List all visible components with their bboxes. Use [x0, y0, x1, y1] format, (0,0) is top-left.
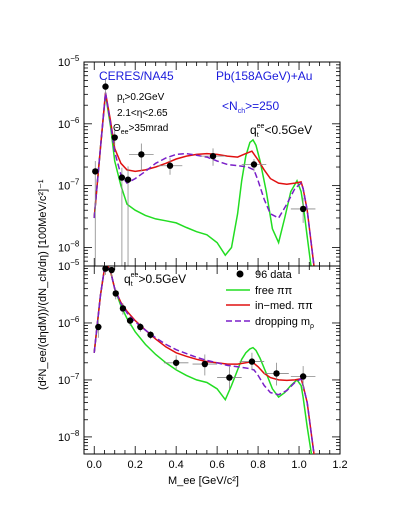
bottom-data-point	[126, 317, 134, 324]
bottom-plot-frame	[83, 265, 341, 455]
system-label: Pb(158AGeV)+Au	[216, 69, 312, 83]
top-data-point	[138, 151, 145, 158]
bottom-data-point	[119, 305, 127, 312]
bottom-ytick-label: 10−8	[58, 429, 80, 444]
experiment-label: CERES/NA45	[99, 69, 174, 83]
bottom-data-point	[172, 359, 180, 366]
bottom-panel: 10−5 10−6 10−7 10−8 0.0 0.2 0.4 0.6 0.8 1.0 1.2	[58, 258, 348, 471]
legend-drop-label: dropping mρ	[255, 316, 314, 330]
top-ytick-label: 10−5	[58, 54, 80, 69]
legend: 96 data free ππ in−med. ππ dropping mρ	[226, 269, 314, 330]
bottom-data-point	[102, 266, 109, 272]
y-axis-label: (d²N_ee/(dηdM))/(dN_ch/dη) [100MeV/c²]⁻¹	[37, 179, 49, 390]
top-ytick-label: 10−7	[58, 178, 80, 193]
top-curve-free	[93, 94, 312, 266]
legend-inmed-label: in−med. ππ	[255, 300, 313, 312]
top-curve-inmed	[93, 92, 315, 266]
top-qt-label: qtee<0.5GeV	[250, 123, 312, 139]
bottom-data-point	[201, 360, 209, 368]
top-data-point	[124, 176, 132, 183]
x-tick-label: 1.2	[332, 459, 347, 471]
pt-cut: pt>0.2GeV	[117, 92, 165, 105]
bottom-data-point	[299, 373, 307, 380]
x-axis-label: M_ee [GeV/c²]	[168, 475, 239, 487]
bottom-curve-free	[93, 266, 313, 454]
bottom-ytick-label: 10−7	[58, 372, 80, 387]
theta-cut: Θee>35mrad	[113, 123, 168, 136]
bottom-data-point	[147, 331, 154, 338]
x-tick-label: 1.0	[291, 459, 306, 471]
top-ytick-label: 10−6	[58, 116, 80, 131]
bottom-qt-label: qtee>0.5GeV	[124, 272, 186, 288]
bottom-data-point	[108, 266, 115, 274]
top-data-point	[102, 83, 109, 90]
nch-label: <Nch>=250	[222, 99, 279, 115]
top-data-point	[166, 162, 174, 169]
x-tick-label: 0.6	[209, 459, 224, 471]
top-data-point	[250, 161, 258, 168]
x-tick-label: 0.4	[169, 459, 184, 471]
bottom-data-point	[273, 370, 280, 377]
top-data-point	[111, 134, 118, 141]
bottom-data-point	[226, 374, 233, 381]
eta-cut: 2.1<η<2.65	[117, 108, 168, 119]
x-tick-label: 0.0	[87, 459, 102, 471]
top-data-point	[209, 152, 217, 160]
bottom-ytick-label: 10−5	[58, 258, 80, 273]
bottom-curve-drop	[93, 266, 315, 454]
x-tick-label: 0.2	[128, 459, 143, 471]
legend-free-label: free ππ	[255, 285, 293, 297]
top-data-point	[92, 168, 99, 175]
top-ytick-label: 10−8	[58, 239, 80, 254]
bottom-data-point	[112, 290, 119, 297]
top-data-point	[299, 205, 307, 213]
bottom-data-point	[137, 323, 144, 331]
top-panel: 10−5 10−6 10−7 10−8	[58, 54, 341, 267]
bottom-data-point	[95, 323, 102, 331]
legend-data-label: 96 data	[255, 269, 293, 281]
x-tick-label: 0.8	[250, 459, 265, 471]
legend-data-marker	[236, 270, 244, 278]
bottom-data-point	[248, 358, 256, 365]
top-data-point	[118, 174, 126, 181]
bottom-ytick-label: 10−6	[58, 315, 80, 330]
